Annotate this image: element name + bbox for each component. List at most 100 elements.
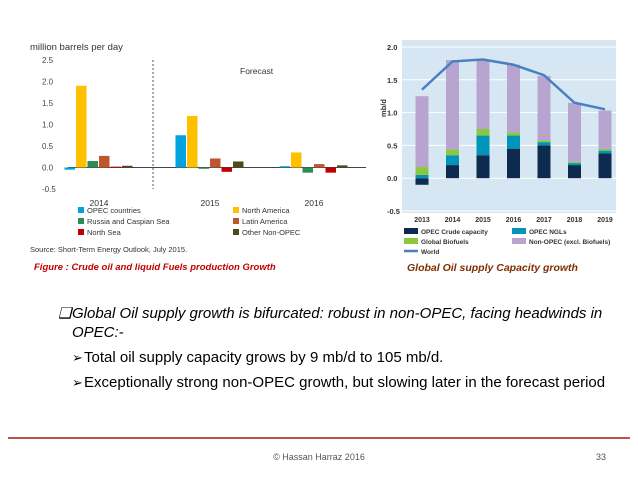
stacked-bar-segment — [568, 161, 581, 164]
left-chart-caption: Figure : Crude oil and liquid Fuels prod… — [34, 262, 276, 273]
x-tick-label: 2018 — [567, 217, 583, 224]
legend-swatch — [512, 238, 526, 244]
legend-label: OPEC NGLs — [529, 229, 567, 236]
stacked-bar-segment — [446, 149, 459, 156]
bar — [76, 85, 87, 168]
bar — [64, 167, 75, 170]
stacked-bar-segment — [568, 163, 581, 166]
legend-swatch — [78, 218, 84, 224]
bullet-list: ❑ Global Oil supply growth is bifurcated… — [58, 304, 618, 392]
bar — [122, 165, 133, 168]
legend-label: Latin America — [242, 217, 288, 226]
bar — [221, 167, 232, 172]
y-axis-label: million barrels per day — [30, 42, 123, 53]
y-tick-label: 0.0 — [42, 164, 54, 173]
bullet-main-text: Global Oil supply growth is bifurcated: … — [72, 305, 603, 341]
x-tick-label: 2014 — [90, 198, 109, 208]
legend-label: Russia and Caspian Sea — [87, 217, 170, 226]
legend-label: OPEC Crude capacity — [421, 229, 488, 236]
y-tick-label: 1.0 — [42, 121, 54, 130]
x-tick-label: 2013 — [414, 217, 430, 224]
bullet-sub-1-text: Total oil supply capacity grows by 9 mb/… — [84, 349, 444, 366]
stacked-bar-segment — [446, 60, 459, 150]
bar — [291, 152, 302, 168]
stacked-bar-segment — [507, 132, 520, 136]
stacked-bar-segment — [446, 155, 459, 166]
bar — [325, 167, 336, 173]
x-tick-label: 2016 — [305, 198, 324, 208]
crude-oil-production-growth-chart: million barrels per day 2.5 2.0 1.5 1.0 0.5 0.… — [30, 42, 366, 254]
stacked-bar-segment — [537, 142, 551, 146]
stacked-bar-segment — [476, 60, 490, 129]
bar — [198, 167, 209, 169]
stacked-bar-segment — [415, 96, 429, 168]
stacked-bar-segment — [598, 148, 612, 151]
y-tick-label: 1.5 — [387, 76, 397, 85]
legend-label: Global Biofuels — [421, 239, 469, 246]
y-tick-label: 0.5 — [387, 141, 397, 150]
stacked-bar-segment — [446, 165, 459, 179]
x-tick-label: 2019 — [597, 217, 613, 224]
legend-swatch — [512, 228, 526, 234]
bar — [210, 158, 221, 168]
checkbox-bullet-icon: ❑ — [58, 305, 72, 322]
bullet-sub-1: ➢ Total oil supply capacity grows by 9 m… — [72, 348, 618, 367]
stacked-bar-segment — [507, 135, 520, 149]
stacked-bar-segment — [537, 140, 551, 143]
page-number: 33 — [595, 452, 606, 462]
x-tick-label: 2014 — [445, 217, 461, 224]
stacked-bar-segment — [537, 75, 551, 141]
legend-label: North America — [242, 206, 290, 215]
footer-copyright: © Hassan Harraz 2016 — [273, 452, 365, 462]
stacked-bar-segment — [598, 150, 612, 154]
y-axis-label: mb/d — [379, 99, 388, 117]
bullet-sub-2-text: Exceptionally strong non-OPEC growth, bu… — [84, 374, 606, 391]
bar — [314, 164, 325, 168]
legend-label: Non-OPEC (excl. Biofuels) — [529, 239, 610, 246]
stacked-bar-segment — [598, 110, 612, 149]
stacked-bar-segment — [476, 135, 490, 156]
footer-divider — [8, 437, 630, 439]
bar — [87, 161, 98, 168]
bar — [110, 166, 121, 168]
legend-label: Other Non-OPEC — [242, 228, 301, 237]
legend-swatch — [404, 228, 418, 234]
y-tick-label: 1.0 — [387, 109, 397, 118]
bullet-main: ❑ Global Oil supply growth is bifurcated… — [58, 304, 618, 342]
stacked-bar-segment — [537, 145, 551, 179]
y-tick-label: 2.0 — [42, 78, 54, 87]
arrow-bullet-icon: ➢ — [72, 350, 83, 365]
stacked-bar-segment — [415, 174, 429, 179]
legend-label: OPEC countries — [87, 206, 141, 215]
stacked-bar-segment — [598, 153, 612, 179]
y-tick-label: -0.5 — [42, 185, 56, 194]
x-tick-label: 2015 — [475, 217, 491, 224]
x-tick-label: 2016 — [506, 217, 522, 224]
bar — [175, 135, 186, 168]
legend-swatch — [78, 207, 84, 213]
stacked-bar-segment — [476, 129, 490, 136]
legend-swatch — [233, 207, 239, 213]
bar — [302, 167, 313, 173]
source-note: Source: Short-Term Energy Outlook, July … — [30, 245, 187, 254]
legend-swatch — [233, 218, 239, 224]
world-line — [421, 58, 606, 111]
bullet-sub-2: ➢ Exceptionally strong non-OPEC growth, … — [72, 373, 618, 392]
stacked-bar-segment — [507, 148, 520, 179]
bar — [187, 115, 198, 168]
y-tick-label: 2.5 — [42, 56, 54, 65]
y-tick-label: 0.0 — [387, 174, 397, 183]
legend-swatch — [78, 229, 84, 235]
legend-swatch — [233, 229, 239, 235]
legend-label: World — [421, 249, 439, 256]
stacked-bar-segment — [415, 178, 429, 185]
bar — [279, 166, 290, 168]
oil-supply-capacity-chart: 2.0 1.5 1.0 0.5 0.0 -0.5 mb/d 2013 2014 2015 2016 2… — [379, 40, 616, 256]
arrow-bullet-icon: ➢ — [72, 375, 83, 390]
legend-swatch — [404, 238, 418, 244]
forecast-label: Forecast — [240, 66, 274, 76]
y-tick-label: 2.0 — [387, 43, 397, 52]
x-tick-label: 2017 — [536, 217, 552, 224]
y-tick-label: -0.5 — [387, 207, 400, 216]
legend-label: North Sea — [87, 228, 122, 237]
